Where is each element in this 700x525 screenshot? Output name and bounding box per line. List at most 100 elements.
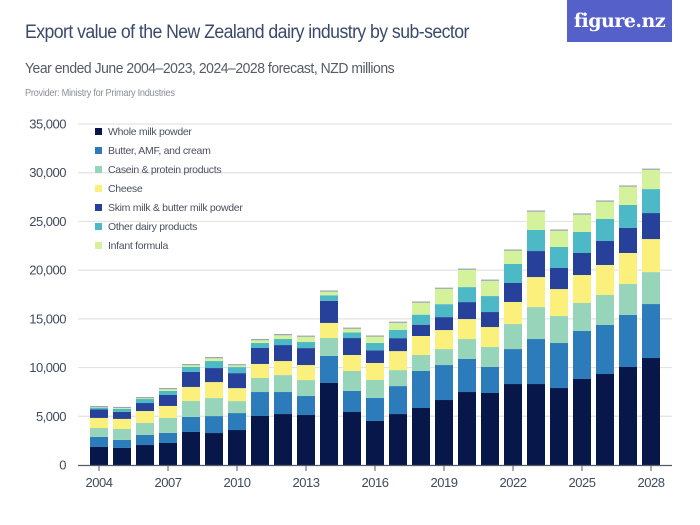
y-tick-label: 15,000	[29, 311, 66, 326]
bar-segment	[297, 365, 315, 381]
bar-top-edge	[343, 327, 361, 329]
bar-segment	[297, 342, 315, 349]
bar-segment	[458, 269, 476, 288]
bar-segment	[251, 415, 269, 465]
bar-segment	[527, 230, 545, 252]
bar-segment	[320, 322, 338, 338]
bar-segment	[389, 414, 407, 465]
bar-segment	[205, 361, 223, 369]
bar-segment	[113, 447, 131, 465]
bar-segment	[274, 361, 292, 376]
bar-segment	[228, 388, 246, 402]
bar-segment	[504, 349, 522, 385]
bar-segment	[504, 283, 522, 303]
legend-label: Other dairy products	[108, 221, 197, 233]
bar-segment	[389, 370, 407, 387]
bar-segment	[90, 427, 108, 437]
y-tick-label: 5,000	[36, 409, 66, 424]
bar-segment	[481, 366, 499, 394]
bar-segment	[527, 277, 545, 308]
x-tick-label: 2025	[569, 475, 596, 490]
bar-top-edge	[366, 335, 384, 337]
bar-segment	[573, 330, 591, 379]
bar-top-edge	[297, 335, 315, 337]
bar-segment	[205, 368, 223, 383]
bar-segment	[619, 186, 637, 205]
bar-segment	[366, 362, 384, 380]
bar-top-edge	[550, 229, 568, 231]
bar-segment	[136, 398, 154, 400]
bar-segment	[412, 408, 430, 465]
bar-segment	[136, 403, 154, 412]
bar-segment	[320, 291, 338, 296]
legend-label: Infant formula	[108, 240, 168, 252]
bar-segment	[113, 428, 131, 440]
figure-nz-logo[interactable]: figure.nz	[567, 0, 672, 42]
bar-segment	[550, 289, 568, 317]
bar-segment	[527, 339, 545, 385]
bar-segment	[550, 267, 568, 290]
legend-item: Whole milk powder	[95, 126, 193, 138]
bar-segment	[458, 302, 476, 320]
x-tick-label: 2016	[362, 475, 389, 490]
y-tick-label: 25,000	[29, 214, 66, 229]
bar-segment	[90, 446, 108, 465]
bar-segment	[136, 423, 154, 435]
bar-segment	[412, 302, 430, 315]
bar-segment	[297, 415, 315, 465]
bar-segment	[136, 434, 154, 446]
bar-segment	[366, 379, 384, 398]
bar-segment	[274, 392, 292, 415]
x-tick-label: 2007	[155, 475, 182, 490]
bar-segment	[389, 329, 407, 339]
bar-segment	[343, 355, 361, 371]
bar-segment	[251, 347, 269, 364]
bar-segment	[458, 392, 476, 465]
bar-top-edge	[182, 364, 200, 366]
bar-top-edge	[274, 334, 292, 336]
bar-segment	[458, 287, 476, 303]
bar-segment	[412, 314, 430, 325]
bar-segment	[251, 377, 269, 393]
bar-segment	[366, 336, 384, 344]
y-tick-label: 20,000	[29, 263, 66, 278]
bar-segment	[205, 382, 223, 399]
bar-segment	[481, 393, 499, 465]
legend-item: Butter, AMF, and cream	[95, 145, 211, 157]
bar-top-edge	[504, 249, 522, 251]
bar-segment	[228, 365, 246, 368]
legend-label: Butter, AMF, and cream	[108, 145, 211, 157]
bar-segment	[435, 317, 453, 331]
bar-segment	[343, 390, 361, 412]
bar-segment	[366, 350, 384, 363]
x-tick-label: 2022	[500, 475, 527, 490]
bar-top-edge	[90, 406, 108, 408]
bar-segment	[412, 370, 430, 409]
bar-segment	[343, 411, 361, 465]
bar-segment	[343, 328, 361, 333]
bar-segment	[205, 433, 223, 465]
bar-segment	[619, 252, 637, 284]
bar-segment	[481, 296, 499, 313]
bar-segment	[412, 336, 430, 356]
bar-segment	[274, 414, 292, 465]
bar-segment	[343, 338, 361, 356]
bar-segment	[228, 401, 246, 414]
chart-title: Export value of the New Zealand dairy in…	[25, 22, 469, 43]
bar-segment	[159, 442, 177, 465]
bar-segment	[182, 371, 200, 387]
bar-segment	[90, 417, 108, 428]
bar-segment	[136, 445, 154, 465]
legend-label: Cheese	[108, 183, 143, 195]
legend-label: Skim milk & butter milk powder	[108, 202, 243, 214]
bar-segment	[90, 436, 108, 447]
x-tick-label: 2019	[431, 475, 458, 490]
bar-segment	[619, 204, 637, 228]
bar-segment	[527, 384, 545, 465]
bar-segment	[642, 272, 660, 305]
legend-swatch	[95, 185, 102, 192]
bar-segment	[205, 416, 223, 434]
bar-segment	[435, 330, 453, 350]
x-tick-label: 2004	[86, 475, 113, 490]
bar-segment	[412, 355, 430, 371]
